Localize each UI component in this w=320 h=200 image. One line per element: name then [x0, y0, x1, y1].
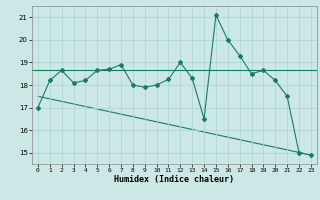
X-axis label: Humidex (Indice chaleur): Humidex (Indice chaleur)	[115, 175, 234, 184]
